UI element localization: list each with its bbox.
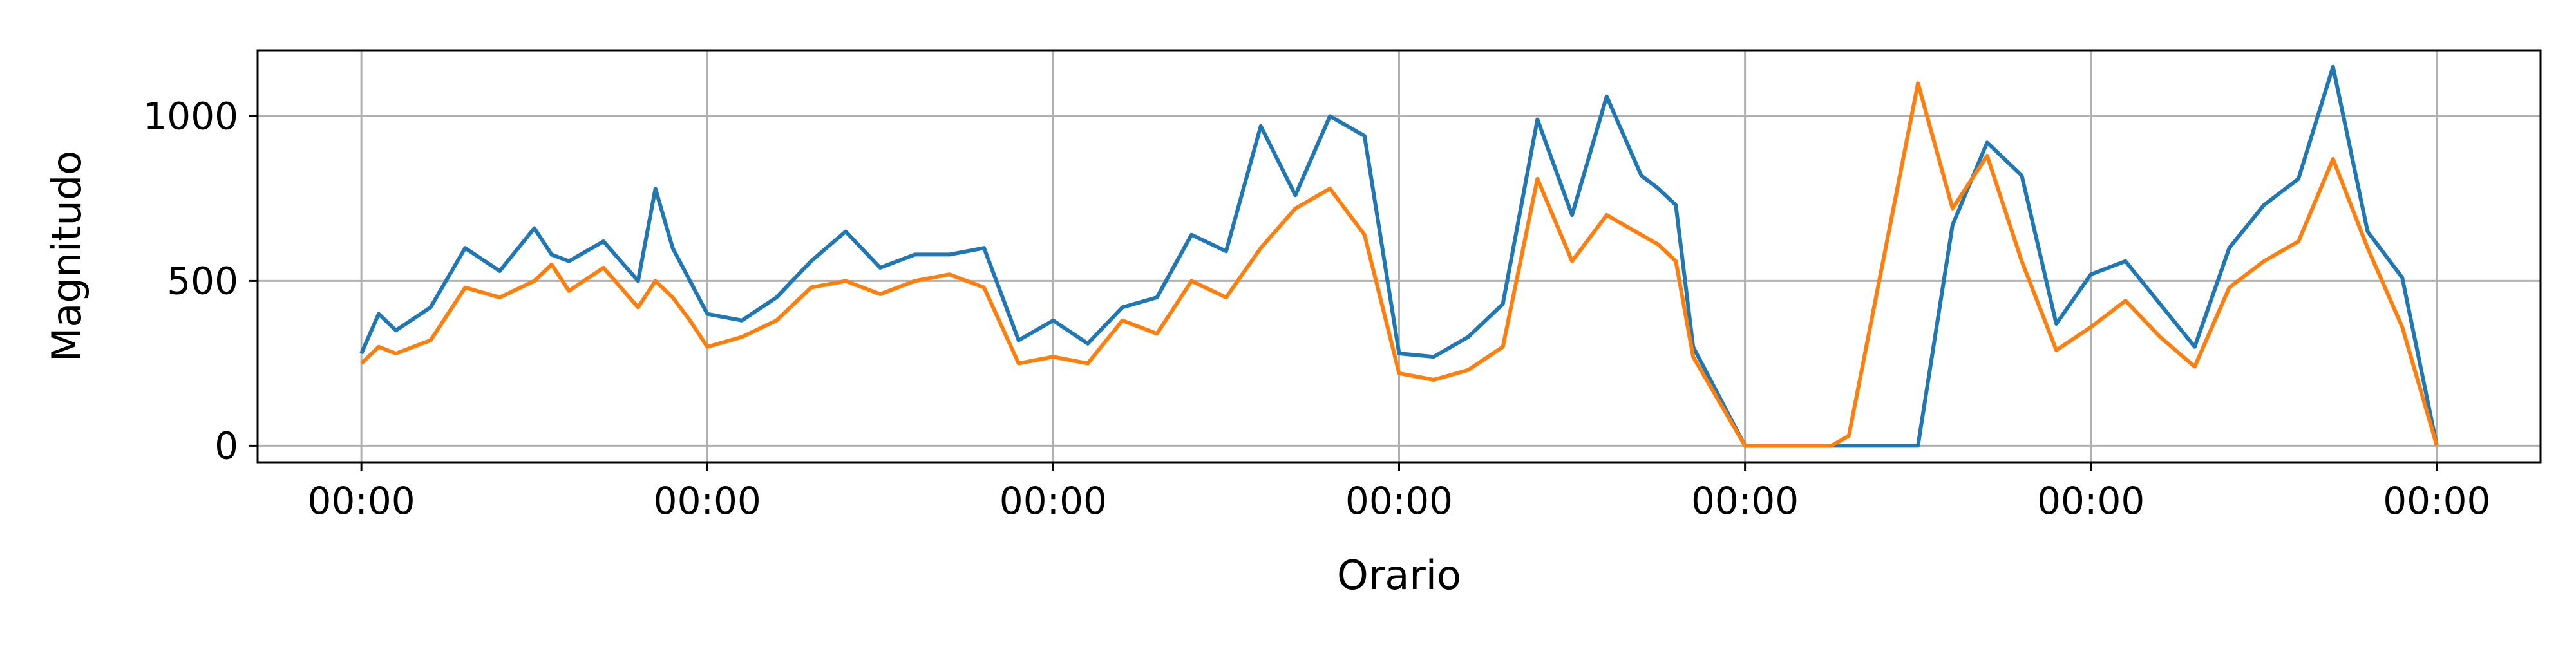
x-tick-label-2: 00:00 bbox=[999, 479, 1107, 523]
y-tick-label-2: 1000 bbox=[143, 94, 238, 138]
grid-lines bbox=[258, 50, 2541, 462]
y-tick-label-0: 0 bbox=[214, 424, 238, 467]
series-line-2 bbox=[360, 81, 2439, 448]
x-tick-label-0: 00:00 bbox=[308, 479, 415, 523]
x-tick-label-1: 00:00 bbox=[654, 479, 761, 523]
y-tick-label-1: 500 bbox=[167, 259, 238, 303]
plot-series bbox=[359, 64, 2439, 448]
series-line-1 bbox=[359, 64, 2439, 448]
x-tick-label-3: 00:00 bbox=[1345, 479, 1453, 523]
x-tick-label-4: 00:00 bbox=[1691, 479, 1799, 523]
x-tick-label-5: 00:00 bbox=[2037, 479, 2145, 523]
x-tick-label-6: 00:00 bbox=[2383, 479, 2490, 523]
x-axis-title: Orario bbox=[1337, 552, 1461, 599]
y-axis-title: Magnitudo bbox=[43, 151, 90, 362]
y-axis-ticks: 0 500 1000 bbox=[143, 94, 258, 467]
x-axis-ticks: 00:00 00:00 00:00 00:00 00:00 00:00 00:00 bbox=[308, 462, 2490, 523]
